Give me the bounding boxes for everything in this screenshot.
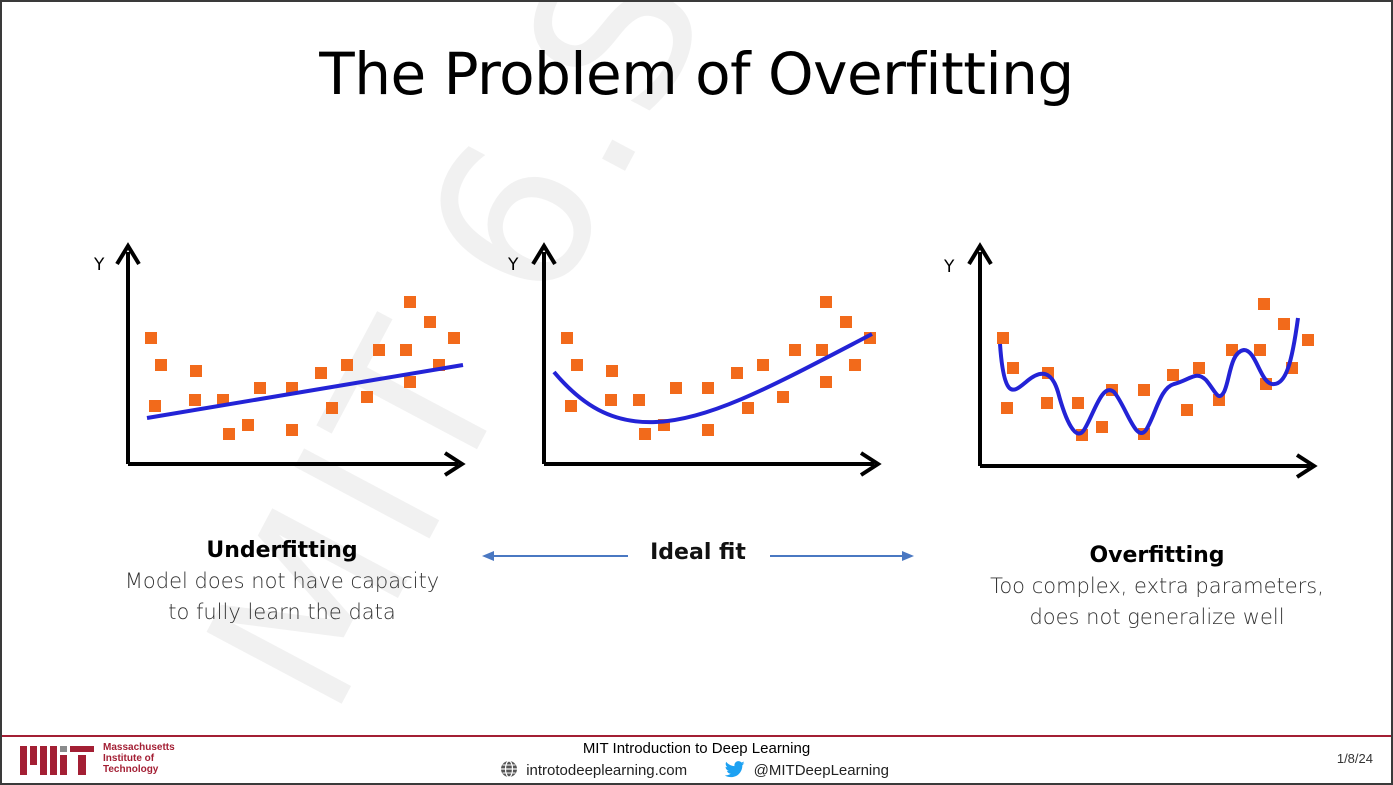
axes xyxy=(531,242,882,477)
data-point xyxy=(404,296,416,308)
data-point xyxy=(1226,344,1238,356)
data-point xyxy=(777,391,789,403)
data-point xyxy=(731,367,743,379)
data-point xyxy=(1041,397,1053,409)
plot-overfitting: Y xyxy=(942,232,1318,502)
ideal-fit-label: Ideal fit xyxy=(650,540,746,565)
slide-date: 1/8/24 xyxy=(1336,751,1373,766)
mit-wordmark-line-1: Massachusetts xyxy=(103,742,175,753)
data-point xyxy=(816,344,828,356)
data-point xyxy=(155,359,167,371)
fit-line xyxy=(146,363,464,420)
data-point xyxy=(606,365,618,377)
ideal-fit-chart: Y xyxy=(507,242,882,477)
underfitting-chart: Y xyxy=(93,242,466,477)
ideal-fit-indicator: Ideal fit xyxy=(482,540,914,570)
data-point xyxy=(1072,397,1084,409)
data-point xyxy=(400,344,412,356)
data-point xyxy=(670,382,682,394)
data-points xyxy=(145,296,460,440)
data-point xyxy=(1138,384,1150,396)
mit-wordmark: Massachusetts Institute of Technology xyxy=(103,742,175,775)
data-point xyxy=(189,394,201,406)
data-point xyxy=(1181,404,1193,416)
data-point xyxy=(702,382,714,394)
axes xyxy=(115,242,466,477)
y-axis-label: Y xyxy=(507,255,519,275)
data-point xyxy=(840,316,852,328)
footer-links: introtodeeplearning.com @MITDeepLearning xyxy=(2,760,1391,779)
y-axis-label: Y xyxy=(943,257,955,277)
data-point xyxy=(145,332,157,344)
twitter-handle[interactable]: @MITDeepLearning xyxy=(753,762,889,779)
data-point xyxy=(326,402,338,414)
double-arrow xyxy=(482,551,914,561)
fit-line xyxy=(998,317,1300,436)
data-point xyxy=(1096,421,1108,433)
data-point xyxy=(1193,362,1205,374)
underfitting-desc-line-2: to fully learn the data xyxy=(168,600,396,624)
data-point xyxy=(820,296,832,308)
overfitting-desc-line-2: does not generalize well xyxy=(1029,605,1285,629)
twitter-icon xyxy=(725,761,746,778)
data-point xyxy=(254,382,266,394)
data-point xyxy=(605,394,617,406)
footer: Massachusetts Institute of Technology MI… xyxy=(2,735,1391,783)
website-link[interactable]: introtodeeplearning.com xyxy=(526,762,688,779)
globe-icon xyxy=(501,760,518,778)
overfitting-caption: Overfitting Too complex, extra parameter… xyxy=(977,540,1337,633)
data-point xyxy=(997,332,1009,344)
data-point xyxy=(286,424,298,436)
plot-ideal-fit: Y xyxy=(506,232,882,502)
data-point xyxy=(190,365,202,377)
data-point xyxy=(820,376,832,388)
data-point xyxy=(341,359,353,371)
data-point xyxy=(571,359,583,371)
plot-underfitting: Y xyxy=(90,232,466,502)
slide-title: The Problem of Overfitting xyxy=(319,40,1074,108)
data-point xyxy=(789,344,801,356)
fit-line xyxy=(552,332,873,425)
data-points xyxy=(997,298,1314,441)
axes xyxy=(967,242,1318,479)
overfitting-chart: Y xyxy=(943,242,1318,479)
data-points xyxy=(561,296,876,440)
data-point xyxy=(404,376,416,388)
data-point xyxy=(849,359,861,371)
mit-logo-icon xyxy=(20,746,94,775)
data-point xyxy=(424,316,436,328)
data-point xyxy=(448,332,460,344)
data-point xyxy=(742,402,754,414)
data-point xyxy=(757,359,769,371)
y-axis-label: Y xyxy=(93,255,105,275)
data-point xyxy=(1007,362,1019,374)
overfitting-desc-line-1: Too complex, extra parameters, xyxy=(990,574,1324,598)
data-point xyxy=(1254,344,1266,356)
data-point xyxy=(1258,298,1270,310)
data-point xyxy=(373,344,385,356)
data-point xyxy=(242,419,254,431)
data-point xyxy=(561,332,573,344)
mit-wordmark-line-3: Technology xyxy=(103,764,159,775)
data-point xyxy=(702,424,714,436)
mit-wordmark-line-2: Institute of xyxy=(103,753,155,764)
data-point xyxy=(361,391,373,403)
data-point xyxy=(286,382,298,394)
data-point xyxy=(315,367,327,379)
data-point xyxy=(1167,369,1179,381)
data-point xyxy=(149,400,161,412)
overfitting-title: Overfitting xyxy=(1089,543,1225,568)
underfitting-desc-line-1: Model does not have capacity xyxy=(124,569,440,593)
data-point xyxy=(1001,402,1013,414)
data-point xyxy=(1278,318,1290,330)
underfitting-caption: Underfitting Model does not have capacit… xyxy=(102,535,462,628)
underfitting-title: Underfitting xyxy=(206,538,358,563)
data-point xyxy=(565,400,577,412)
data-point xyxy=(639,428,651,440)
data-point xyxy=(223,428,235,440)
data-point xyxy=(1302,334,1314,346)
course-title: MIT Introduction to Deep Learning xyxy=(582,740,811,757)
data-point xyxy=(633,394,645,406)
